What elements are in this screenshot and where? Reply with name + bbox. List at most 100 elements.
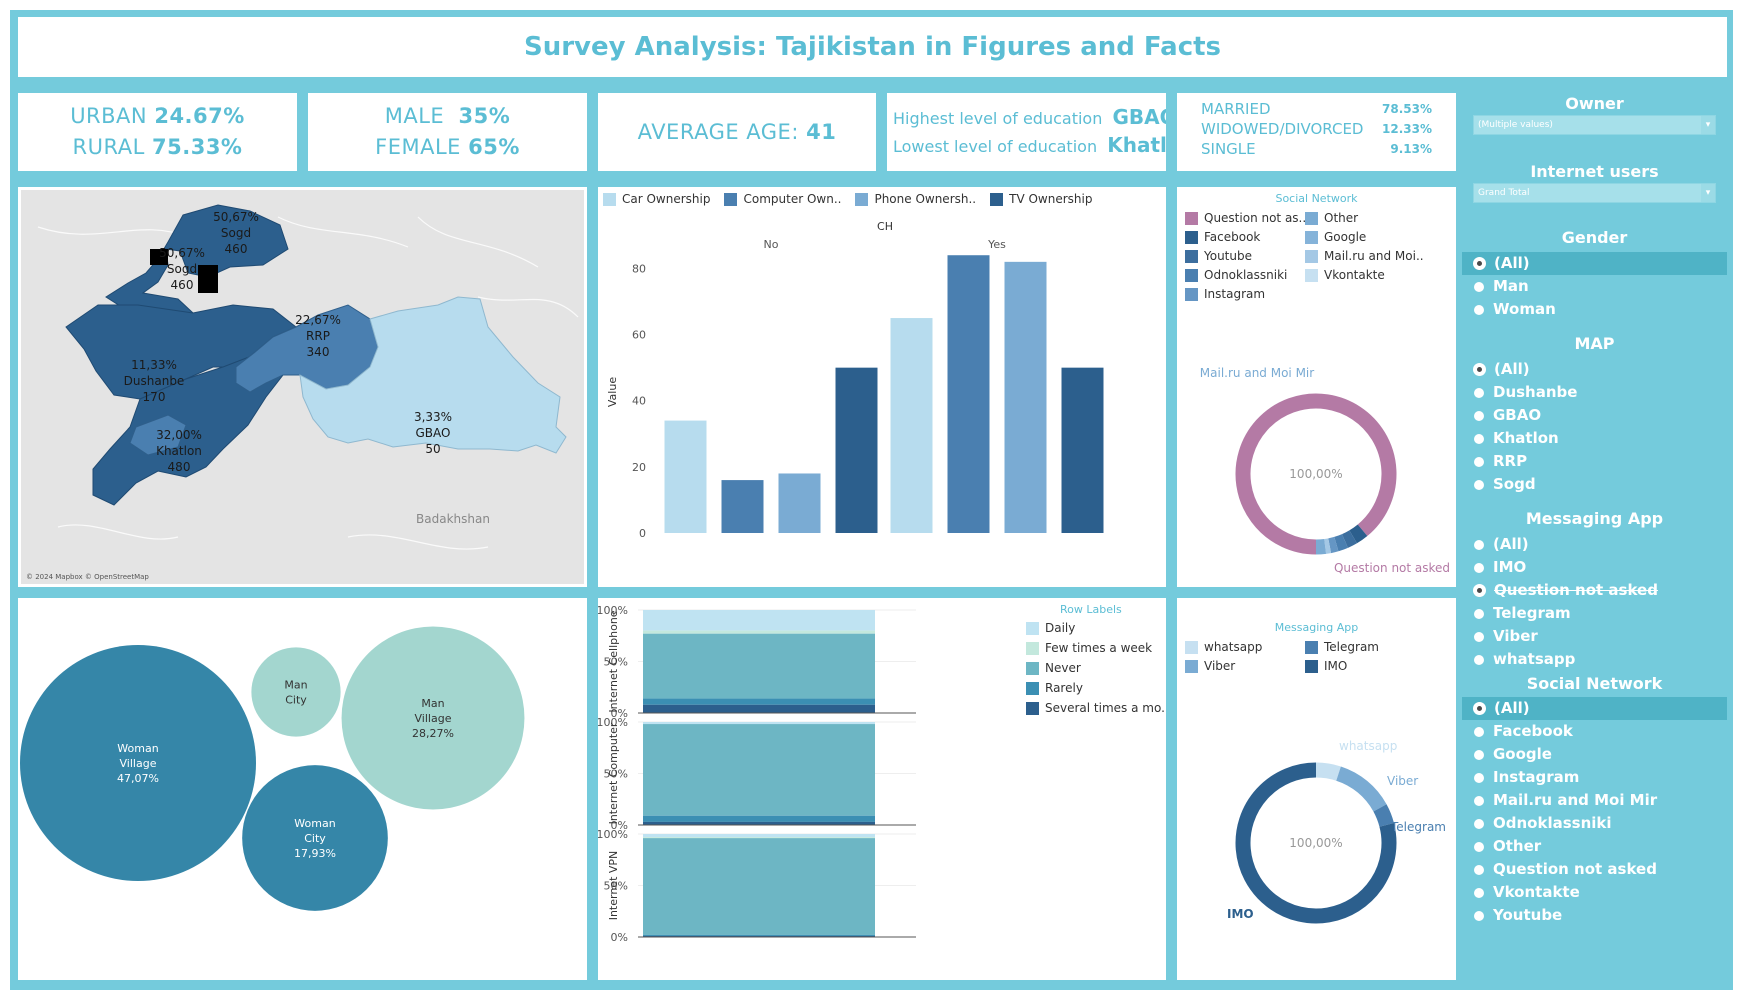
donut-slice[interactable] (1235, 393, 1397, 555)
donut-slice[interactable] (1335, 766, 1387, 812)
bubble[interactable] (341, 626, 525, 810)
internet-dropdown[interactable]: Grand Total ▾ (1473, 183, 1716, 203)
stack-segment[interactable] (643, 838, 875, 935)
legend-item[interactable]: Phone Ownersh.. (855, 192, 976, 206)
radio-icon (1474, 281, 1484, 292)
stack-segment[interactable] (643, 821, 875, 825)
donut-slice[interactable] (1341, 530, 1357, 548)
stack-segment[interactable] (643, 610, 875, 631)
legend-item[interactable]: Rarely (1026, 681, 1166, 695)
legend-item[interactable]: Several times a mo.. (1026, 701, 1166, 715)
filter-option[interactable]: (All) (1462, 697, 1727, 720)
filter-option[interactable]: (All) (1462, 252, 1727, 275)
legend-item[interactable]: IMO (1305, 659, 1435, 673)
filter-option[interactable]: Viber (1462, 625, 1727, 648)
legend-item[interactable]: Odnoklassniki (1185, 268, 1305, 282)
legend-item[interactable]: Telegram (1305, 640, 1435, 654)
donut-slice[interactable] (1324, 538, 1332, 554)
donut-slice[interactable] (1349, 524, 1368, 544)
legend-item[interactable]: whatsapp (1185, 640, 1305, 654)
filter-option[interactable]: Question not asked (1462, 858, 1727, 881)
filter-option[interactable]: Youtube (1462, 904, 1727, 927)
filter-option-label: Viber (1493, 627, 1538, 645)
map-region-sogd[interactable] (105, 204, 289, 320)
legend-item[interactable]: Car Ownership (603, 192, 710, 206)
filter-option-label: (All) (1494, 360, 1530, 378)
filter-option[interactable]: Instagram (1462, 766, 1727, 789)
filter-option[interactable]: Question not asked (1462, 579, 1727, 602)
legend-item[interactable]: Vkontakte (1305, 268, 1435, 282)
filter-option[interactable]: Mail.ru and Moi Mir (1462, 789, 1727, 812)
filter-option[interactable]: Facebook (1462, 720, 1727, 743)
owner-dropdown[interactable]: (Multiple values) ▾ (1473, 115, 1716, 135)
stack-segment[interactable] (643, 834, 875, 838)
legend-item[interactable]: Few times a week (1026, 641, 1166, 655)
donut-slice[interactable] (1373, 804, 1394, 827)
filter-option[interactable]: Dushanbe (1462, 381, 1727, 404)
donut-slice[interactable] (1334, 534, 1348, 552)
filter-option[interactable]: IMO (1462, 556, 1727, 579)
bar[interactable] (664, 420, 707, 533)
map-region-gbao[interactable] (299, 296, 567, 454)
filter-option[interactable]: RRP (1462, 450, 1727, 473)
donut-slice[interactable] (1328, 536, 1339, 554)
stack-segment[interactable] (643, 633, 875, 699)
filter-option[interactable]: Sogd (1462, 473, 1727, 496)
bubble-label: Man (421, 697, 444, 710)
legend-label: IMO (1324, 659, 1348, 673)
filter-option[interactable]: Google (1462, 743, 1727, 766)
stack-segment[interactable] (643, 724, 875, 816)
stack-segment[interactable] (643, 837, 875, 839)
y-tick-label: 0% (611, 707, 628, 720)
filter-option[interactable]: Khatlon (1462, 427, 1727, 450)
bar[interactable] (1004, 261, 1047, 533)
radio-icon (1474, 562, 1484, 573)
legend-item[interactable]: Daily (1026, 621, 1166, 635)
stack-segment[interactable] (643, 934, 875, 936)
filter-option[interactable]: Vkontakte (1462, 881, 1727, 904)
legend-item[interactable]: Google (1305, 230, 1435, 244)
gender-location-bubbles: Woman Village 47,07% Man City Man Village 28,27… (18, 598, 587, 980)
donut-slice[interactable] (1315, 538, 1327, 555)
bar[interactable] (947, 255, 990, 533)
legend-item[interactable]: Viber (1185, 659, 1305, 673)
legend-item[interactable]: Never (1026, 661, 1166, 675)
bar[interactable] (890, 318, 933, 533)
filter-option[interactable]: whatsapp (1462, 648, 1727, 671)
bar[interactable] (778, 473, 821, 533)
legend-item[interactable]: TV Ownership (990, 192, 1092, 206)
filter-option[interactable]: Man (1462, 275, 1727, 298)
filter-option[interactable]: Odnoklassniki (1462, 812, 1727, 835)
legend-item[interactable]: Instagram (1185, 287, 1305, 301)
legend-item[interactable]: Question not as.. (1185, 211, 1306, 225)
region-map[interactable]: 50,67% Sogd 460 50,67% Sogd 460 22,67% R… (18, 187, 587, 587)
filter-option[interactable]: (All) (1462, 533, 1727, 556)
legend-item[interactable]: Other (1305, 211, 1435, 225)
legend-item[interactable]: Youtube (1185, 249, 1305, 263)
filter-option[interactable]: (All) (1462, 358, 1727, 381)
legend-item[interactable]: Facebook (1185, 230, 1305, 244)
stack-segment[interactable] (643, 815, 875, 822)
bar[interactable] (721, 480, 764, 533)
bar[interactable] (835, 367, 878, 533)
bar[interactable] (1061, 367, 1104, 533)
bubble[interactable] (251, 647, 341, 737)
donut-slice[interactable] (1315, 762, 1341, 781)
stack-segment[interactable] (643, 722, 875, 725)
filter-option[interactable]: Woman (1462, 298, 1727, 321)
map-region-dushanbe-city[interactable] (129, 414, 187, 456)
map-roads (37, 216, 579, 550)
bubble[interactable] (242, 765, 388, 911)
legend-item[interactable]: Mail.ru and Moi.. (1305, 249, 1435, 263)
donut-slice[interactable] (1235, 762, 1397, 924)
stack-segment[interactable] (643, 698, 875, 705)
stack-segment[interactable] (643, 935, 875, 937)
filter-option[interactable]: Telegram (1462, 602, 1727, 625)
filter-option[interactable]: GBAO (1462, 404, 1727, 427)
bubble[interactable] (20, 645, 256, 881)
stack-segment[interactable] (643, 630, 875, 634)
legend-item[interactable]: Computer Own.. (724, 192, 841, 206)
rural-label: RURAL (72, 135, 145, 159)
stack-segment[interactable] (643, 704, 875, 713)
filter-option[interactable]: Other (1462, 835, 1727, 858)
